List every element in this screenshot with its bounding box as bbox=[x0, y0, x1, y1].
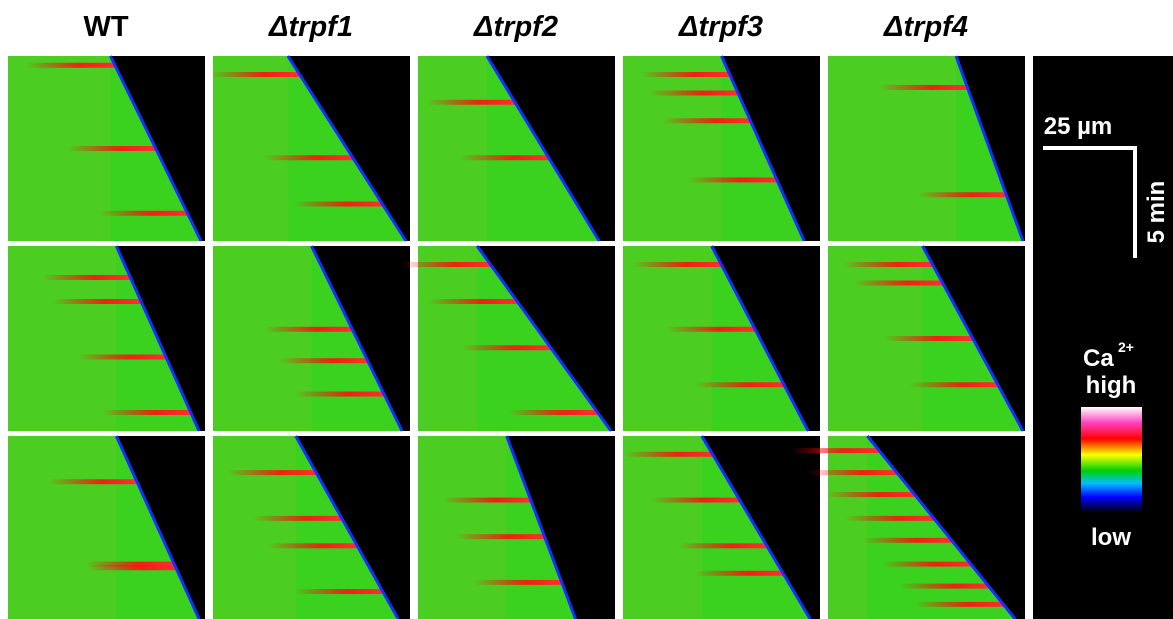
calcium-streak bbox=[909, 382, 998, 387]
calcium-streak bbox=[87, 565, 176, 570]
calcium-streak bbox=[99, 211, 188, 216]
calcium-streak bbox=[294, 589, 383, 594]
kymograph bbox=[211, 56, 410, 241]
calcium-streak bbox=[641, 72, 730, 77]
scale-time: 5 min bbox=[1143, 181, 1170, 244]
kymograph bbox=[402, 246, 615, 431]
kymograph bbox=[8, 436, 205, 619]
calcium-streak bbox=[253, 516, 342, 521]
cell-tint bbox=[623, 246, 712, 431]
scale-length: 25 µm bbox=[1044, 113, 1113, 140]
kymograph bbox=[418, 56, 615, 241]
calcium-streak bbox=[402, 262, 491, 267]
calcium-streak bbox=[102, 410, 191, 415]
calcium-streak bbox=[456, 534, 545, 539]
calcium-streak bbox=[228, 470, 317, 475]
calcium-streak bbox=[882, 562, 971, 567]
calcium-streak bbox=[791, 448, 880, 453]
calcium-streak bbox=[77, 355, 166, 360]
calcium-streak bbox=[473, 580, 562, 585]
colorbar bbox=[1081, 407, 1142, 513]
calcium-streak bbox=[915, 602, 1004, 607]
cell-tint bbox=[418, 56, 487, 241]
column-headers: WT Δtrpf1 Δtrpf2 Δtrpf3 Δtrpf4 bbox=[83, 11, 968, 43]
column-header: Δtrpf3 bbox=[678, 11, 763, 43]
cell-tint bbox=[828, 436, 867, 619]
calcium-streak bbox=[651, 498, 740, 503]
colorbar-low: low bbox=[1091, 524, 1131, 551]
calcium-streak bbox=[918, 192, 1007, 197]
kymograph bbox=[418, 436, 615, 619]
kymograph bbox=[791, 436, 1025, 619]
cell-tint bbox=[8, 246, 116, 431]
kymograph bbox=[623, 436, 820, 619]
kymograph bbox=[213, 246, 410, 431]
calcium-streak bbox=[460, 155, 549, 160]
calcium-streak bbox=[211, 72, 300, 77]
cell-tint bbox=[213, 56, 288, 241]
calcium-streak bbox=[67, 146, 156, 151]
calcium-streak bbox=[863, 538, 952, 543]
calcium-streak bbox=[633, 262, 722, 267]
calcium-streak bbox=[666, 327, 755, 332]
legend-panel: 25 µm 5 min Ca 2+ high low bbox=[1033, 56, 1173, 619]
column-header: Δtrpf4 bbox=[883, 11, 968, 43]
cell-tint bbox=[213, 246, 312, 431]
calcium-streak bbox=[509, 410, 598, 415]
calcium-streak bbox=[695, 382, 784, 387]
calcium-streak bbox=[295, 392, 384, 397]
ion-charge: 2+ bbox=[1118, 339, 1134, 355]
calcium-streak bbox=[678, 543, 767, 548]
calcium-streak bbox=[269, 543, 358, 548]
cell-tint bbox=[623, 436, 702, 619]
ion-label: Ca bbox=[1083, 345, 1114, 372]
cell-tint bbox=[418, 436, 507, 619]
kymograph bbox=[623, 246, 820, 431]
calcium-streak bbox=[826, 492, 915, 497]
kymograph bbox=[828, 246, 1025, 431]
calcium-streak bbox=[884, 336, 973, 341]
calcium-streak bbox=[264, 327, 353, 332]
cell-tint bbox=[623, 56, 722, 241]
calcium-streak bbox=[426, 100, 515, 105]
calcium-streak bbox=[879, 85, 968, 90]
figure: WT Δtrpf1 Δtrpf2 Δtrpf3 Δtrpf4 25 µm 5 m… bbox=[0, 0, 1173, 619]
kymograph bbox=[8, 56, 205, 241]
cell-tint bbox=[213, 436, 296, 619]
cell-tint bbox=[418, 246, 477, 431]
cell-tint bbox=[8, 436, 116, 619]
calcium-streak bbox=[279, 358, 368, 363]
calcium-streak bbox=[624, 452, 713, 457]
kymograph bbox=[8, 246, 205, 431]
calcium-streak bbox=[48, 479, 137, 484]
calcium-streak bbox=[42, 275, 131, 280]
calcium-streak bbox=[462, 345, 551, 350]
calcium-streak bbox=[429, 299, 518, 304]
calcium-streak bbox=[845, 516, 934, 521]
calcium-streak bbox=[844, 262, 933, 267]
column-header: WT bbox=[83, 11, 128, 43]
calcium-streak bbox=[900, 584, 989, 589]
calcium-streak bbox=[808, 470, 897, 475]
calcium-streak bbox=[53, 299, 142, 304]
calcium-streak bbox=[854, 281, 943, 286]
kymograph bbox=[213, 436, 410, 619]
calcium-streak bbox=[694, 571, 783, 576]
kymograph-grid bbox=[8, 56, 1025, 619]
calcium-streak bbox=[26, 63, 115, 68]
calcium-streak bbox=[264, 155, 353, 160]
calcium-streak bbox=[662, 118, 751, 123]
kymograph bbox=[828, 56, 1025, 241]
colorbar-high: high bbox=[1086, 372, 1137, 399]
kymograph bbox=[623, 56, 820, 241]
calcium-streak bbox=[294, 202, 383, 207]
column-header: Δtrpf2 bbox=[473, 11, 558, 43]
cell-tint bbox=[828, 56, 956, 241]
calcium-streak bbox=[688, 177, 777, 182]
column-header: Δtrpf1 bbox=[268, 11, 353, 43]
calcium-streak bbox=[649, 91, 738, 96]
calcium-streak bbox=[442, 498, 531, 503]
